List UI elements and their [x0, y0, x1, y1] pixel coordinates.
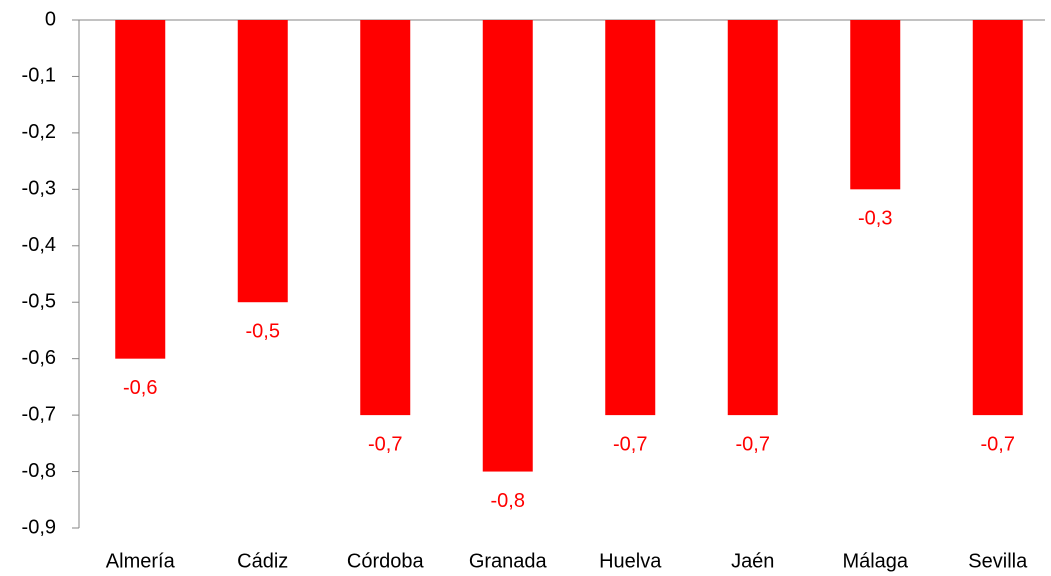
value-label: -0,7: [368, 433, 402, 455]
value-label: -0,8: [491, 490, 525, 512]
x-tick-label: Huelva: [599, 550, 662, 572]
bar: [237, 20, 288, 303]
y-tick-label: -0,7: [22, 403, 56, 425]
y-tick-label: -0,4: [22, 234, 56, 256]
x-tick-label: Málaga: [842, 550, 908, 572]
y-tick-label: -0,5: [22, 291, 56, 313]
value-label: -0,6: [123, 377, 157, 399]
bar: [605, 20, 656, 416]
value-label: -0,3: [858, 208, 892, 230]
y-tick-label: -0,2: [22, 121, 56, 143]
x-tick-label: Granada: [469, 550, 548, 572]
y-tick-label: -0,1: [22, 65, 56, 87]
bar: [482, 20, 533, 472]
y-tick-label: 0: [45, 8, 56, 30]
x-tick-label: Córdoba: [347, 550, 425, 572]
y-tick-label: -0,9: [22, 516, 56, 538]
bar: [360, 20, 411, 416]
y-tick-label: -0,3: [22, 178, 56, 200]
bar: [727, 20, 778, 416]
y-tick-label: -0,8: [22, 460, 56, 482]
value-label: -0,5: [246, 321, 280, 343]
value-label: -0,7: [613, 433, 647, 455]
value-label: -0,7: [736, 433, 770, 455]
bar: [115, 20, 166, 359]
x-tick-label: Sevilla: [968, 550, 1028, 572]
bar: [850, 20, 901, 190]
x-tick-label: Jaén: [731, 550, 774, 572]
x-tick-label: Cádiz: [237, 550, 288, 572]
y-tick-label: -0,6: [22, 347, 56, 369]
x-tick-label: Almería: [106, 550, 176, 572]
value-label: -0,7: [981, 433, 1015, 455]
bar: [972, 20, 1023, 416]
